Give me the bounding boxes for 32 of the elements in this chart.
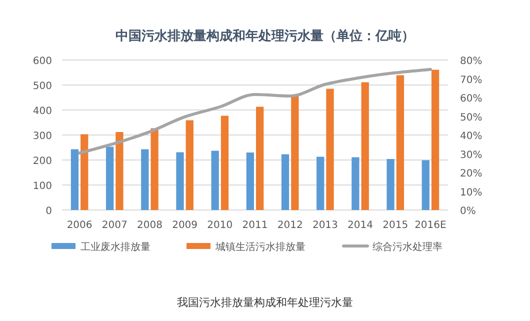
y2tick: 70% (460, 74, 482, 86)
xtick: 2009 (172, 220, 198, 231)
xtick: 2014 (348, 220, 373, 231)
xtick: 2006 (66, 220, 92, 231)
annotation: 我国污水排放量构成和年处理污水量 (177, 296, 353, 309)
y2tick: 60% (460, 94, 482, 104)
legend-label: 工业废水排放量 (80, 242, 150, 253)
ytick: 0 (46, 206, 52, 217)
legend-label: 城镇生活污水排放量 (216, 242, 306, 253)
xtick: 2015 (382, 220, 408, 231)
xtick: 2010 (207, 220, 233, 231)
y2tick: 30% (460, 150, 482, 161)
xtick: 2007 (102, 220, 128, 231)
y2tick: 10% (460, 187, 482, 198)
y2tick: 40% (460, 131, 482, 142)
title: 中国污水排放量构成和年处理污水量（单位：亿吨） (116, 29, 414, 44)
xtick: 2008 (137, 220, 162, 231)
ytick: 100 (32, 181, 52, 192)
legend-label: 综合污水处理率 (372, 242, 442, 253)
xtick: 2012 (277, 220, 303, 231)
xtick: 2011 (242, 220, 268, 231)
y2tick: 0% (460, 206, 476, 217)
ytick: 500 (32, 81, 52, 92)
xtick: 2016E (414, 220, 446, 231)
y2tick: 20% (460, 168, 482, 180)
ytick: 600 (32, 56, 52, 67)
y2tick: 80% (460, 56, 482, 67)
ytick: 300 (32, 131, 52, 142)
ytick: 200 (32, 156, 52, 167)
xtick: 2013 (312, 220, 338, 231)
y2tick: 50% (460, 112, 482, 124)
ytick: 400 (32, 106, 52, 117)
